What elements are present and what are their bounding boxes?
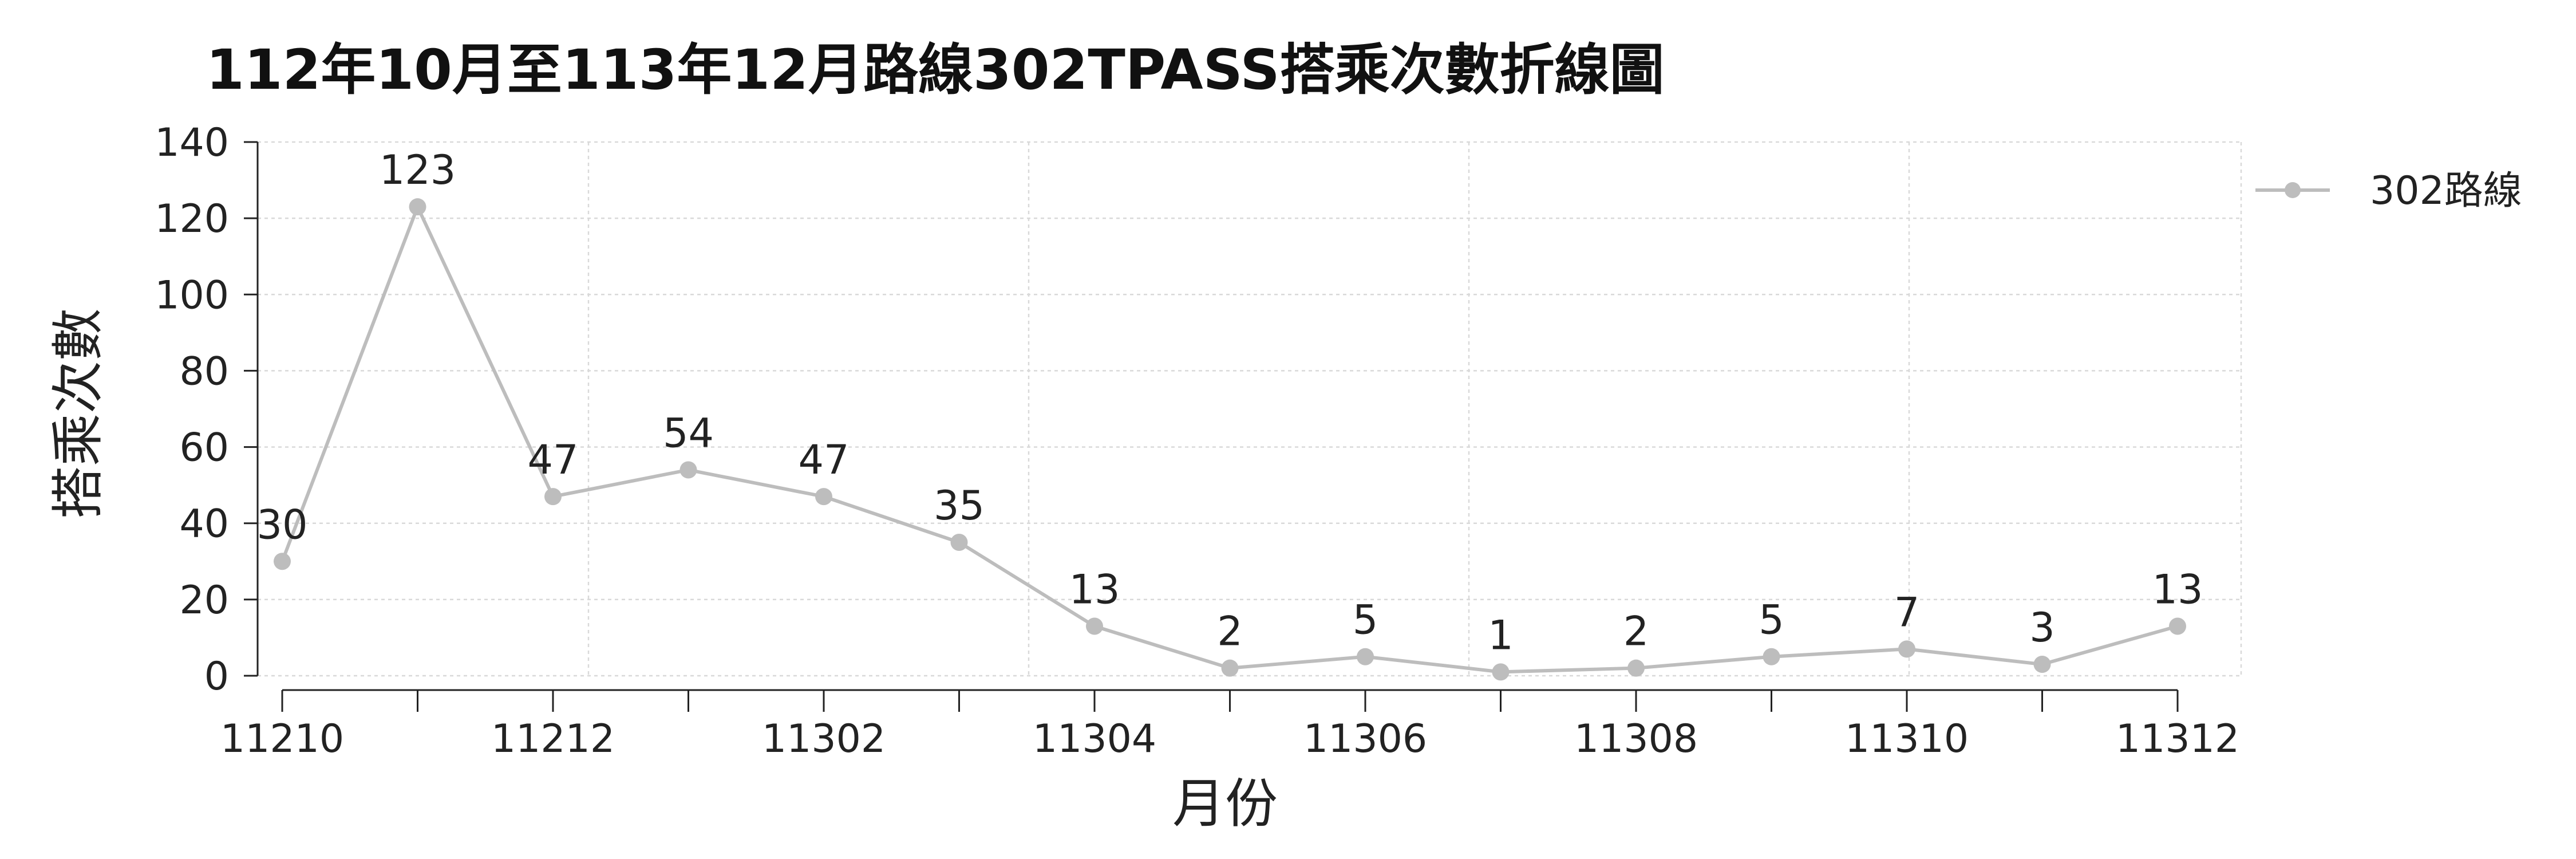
data-point-11308 [1627, 659, 1645, 677]
data-point-11307 [1492, 663, 1510, 681]
data-label-11301: 54 [663, 410, 714, 457]
x-tick-label-11306: 11306 [1303, 716, 1427, 762]
y-tick-label-140: 140 [155, 120, 229, 166]
data-point-11303 [950, 534, 968, 551]
data-label-11303: 35 [934, 482, 985, 529]
x-tick-label-11210: 11210 [220, 716, 344, 762]
data-label-11304: 13 [1069, 566, 1120, 613]
data-point-11210 [274, 553, 291, 570]
data-labels: 30 123 47 54 47 35 13 2 5 1 2 5 7 3 13 [256, 147, 2203, 659]
y-tick-label-100: 100 [155, 273, 229, 318]
y-tick-label-60: 60 [179, 425, 229, 471]
data-label-11309: 5 [1759, 597, 1784, 644]
data-point-11211 [409, 198, 426, 216]
data-point-11304 [1086, 617, 1103, 635]
data-label-11211: 123 [380, 147, 456, 194]
data-point-11306 [1357, 648, 1374, 665]
data-point-11309 [1763, 648, 1780, 665]
data-label-11306: 5 [1353, 597, 1378, 644]
legend-label-302: 302路線 [2370, 168, 2522, 214]
chart-title: 112年10月至113年12月路線302TPASS搭乘次數折線圖 [206, 38, 1665, 102]
y-tick-label-20: 20 [179, 578, 229, 623]
x-tick-label-11302: 11302 [762, 716, 886, 762]
x-tick-label-11308: 11308 [1574, 716, 1698, 762]
data-label-11308: 2 [1623, 608, 1649, 655]
data-label-11305: 2 [1217, 608, 1243, 655]
y-tick-label-0: 0 [204, 654, 229, 699]
x-axis-label: 月份 [1172, 773, 1278, 834]
data-point-11212 [544, 488, 562, 506]
y-axis-label: 搭乘次數 [48, 308, 109, 519]
x-tick-label-11310: 11310 [1845, 716, 1969, 762]
legend: 302路線 [2255, 168, 2522, 214]
y-tick-label-40: 40 [179, 502, 229, 547]
y-tick-label-80: 80 [179, 349, 229, 394]
x-tick-label-11212: 11212 [491, 716, 615, 762]
x-tick-label-11312: 11312 [2116, 716, 2239, 762]
legend-point-marker [2285, 182, 2301, 198]
data-point-11305 [1221, 659, 1239, 677]
y-tick-label-120: 120 [155, 196, 229, 242]
data-point-11302 [815, 488, 832, 506]
data-label-11210: 30 [256, 501, 307, 548]
data-label-11312: 13 [2152, 566, 2203, 613]
x-tick-label-11304: 11304 [1033, 716, 1156, 762]
data-label-11307: 1 [1488, 612, 1514, 659]
data-label-11310: 7 [1894, 589, 1920, 636]
data-point-11310 [1898, 640, 1915, 658]
grid-lines [258, 141, 2242, 677]
data-label-11311: 3 [2029, 604, 2055, 651]
data-point-11311 [2033, 656, 2051, 673]
data-point-11312 [2169, 617, 2186, 635]
data-label-11212: 47 [527, 436, 578, 483]
data-label-11302: 47 [798, 436, 849, 483]
series-302 [274, 198, 2186, 681]
data-point-11301 [679, 461, 697, 479]
